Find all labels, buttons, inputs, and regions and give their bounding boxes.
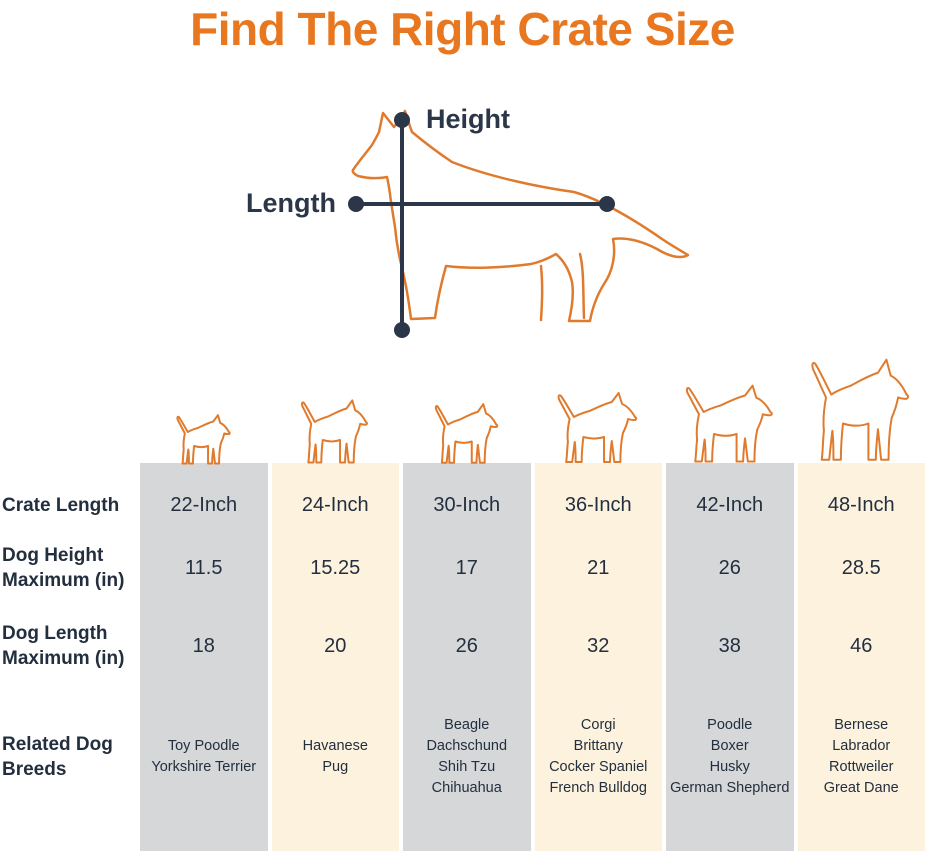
dog-height-value: 15.25 [310, 556, 361, 579]
crate-size-value: 24-Inch [301, 493, 369, 516]
column-24-inch [271, 399, 399, 851]
row-label-dog-length: Dog Length Maximum (in) [2, 623, 125, 669]
small-dog-icon [434, 403, 498, 464]
row-label-related-breeds: Related Dog Breeds [2, 734, 113, 780]
crate-size-value: 42-Inch [696, 493, 764, 516]
row-label-dog-height: Dog Height Maximum (in) [2, 545, 125, 591]
measurement-dots [348, 112, 615, 338]
dog-length-value: 18 [192, 634, 215, 657]
small-dog-icon [685, 384, 773, 463]
row-label-crate-length: Crate Length [2, 494, 120, 516]
column-48-inch [797, 358, 925, 851]
column-36-inch [534, 392, 662, 851]
breeds-list: Poodle Boxer Husky German Shepherd [670, 717, 790, 796]
dog-length-value: 26 [455, 634, 478, 657]
breeds-list: Havanese Pug [302, 738, 368, 775]
column-30-inch [403, 403, 531, 851]
dog-height-value: 26 [718, 556, 741, 579]
length-label: Length [246, 188, 336, 218]
dog-measure-illustration [348, 109, 690, 338]
measurement-endpoint-dot [394, 112, 410, 128]
breeds-list: Beagle Dachschund Shih Tzu Chihuahua [426, 717, 508, 796]
dog-length-value: 20 [324, 634, 347, 657]
dog-length-value: 32 [587, 634, 610, 657]
breeds-list: Corgi Brittany Cocker Spaniel French Bul… [549, 717, 648, 796]
column-22-inch [140, 414, 268, 851]
dog-height-value: 21 [587, 556, 610, 579]
measurement-diagram: Height Length [240, 88, 700, 352]
crate-size-value: 48-Inch [827, 493, 895, 516]
table-row-dog-height: Dog Height Maximum (in) 11.5 15.25 17 21… [0, 540, 925, 596]
small-dog-icon [301, 399, 369, 464]
crate-size-value: 22-Inch [170, 493, 238, 516]
size-columns [140, 358, 925, 851]
breeds-list: Bernese Labrador Rottweiler Great Dane [823, 717, 899, 796]
dog-height-value: 28.5 [841, 556, 881, 579]
column-42-inch [666, 384, 794, 851]
dog-length-value: 38 [718, 634, 741, 657]
breeds-list: Toy Poodle Yorkshire Terrier [151, 738, 257, 775]
height-label: Height [426, 104, 510, 134]
measurement-endpoint-dot [394, 322, 410, 338]
dog-length-value: 46 [850, 634, 873, 657]
dog-height-value: 11.5 [185, 556, 223, 579]
page-title: Find The Right Crate Size [190, 3, 735, 55]
measurement-endpoint-dot [599, 196, 615, 212]
table-row-crate-length: Crate Length 22-Inch 24-Inch 30-Inch 36-… [0, 488, 925, 522]
table-row-related-breeds: Related Dog Breeds Toy Poodle Yorkshire … [0, 700, 925, 814]
small-dog-icon [557, 392, 638, 463]
small-dog-icon [811, 358, 910, 462]
table-row-dog-length: Dog Length Maximum (in) 18 20 26 32 38 4… [0, 616, 925, 676]
crate-size-value: 36-Inch [564, 493, 632, 516]
measurement-endpoint-dot [348, 196, 364, 212]
dog-outline-icon [351, 109, 690, 323]
dog-height-value: 17 [455, 556, 478, 579]
small-dog-icon [176, 414, 231, 465]
measurement-lines [356, 120, 607, 330]
crate-size-value: 30-Inch [433, 493, 501, 516]
